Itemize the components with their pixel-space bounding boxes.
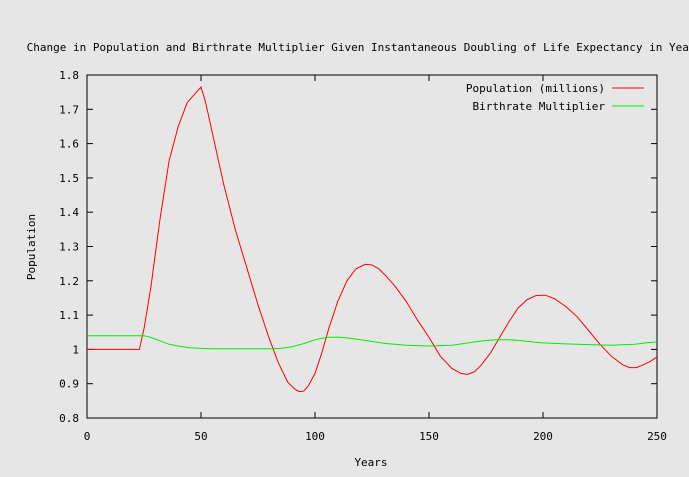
- x-tick-label: 250: [647, 430, 667, 443]
- y-axis-label: Population: [25, 214, 38, 280]
- x-tick-label: 150: [419, 430, 439, 443]
- y-tick-label: 1.3: [59, 241, 79, 254]
- y-tick-label: 1.5: [59, 172, 79, 185]
- legend-label-1: Birthrate Multiplier: [473, 100, 606, 113]
- legend: Population (millions) Birthrate Multiplie…: [466, 82, 644, 113]
- x-tick-label: 50: [194, 430, 207, 443]
- y-tick-label: 1.7: [59, 103, 79, 116]
- y-tick-label: 0.9: [59, 378, 79, 391]
- y-tick-label: 1.2: [59, 275, 79, 288]
- x-tick-label: 100: [305, 430, 325, 443]
- y-tick-label: 1.6: [59, 138, 79, 151]
- series-lines: [87, 85, 658, 393]
- x-tick-label: 200: [533, 430, 553, 443]
- series-line-1: [87, 335, 658, 350]
- x-axis-label: Years: [354, 456, 387, 469]
- series-line-0: [87, 85, 658, 393]
- y-tick-label: 0.8: [59, 412, 79, 425]
- y-tick-label: 1.1: [59, 309, 79, 322]
- x-tick-label: 0: [84, 430, 91, 443]
- legend-label-0: Population (millions): [466, 82, 605, 95]
- chart-title: Change in Population and Birthrate Multi…: [27, 41, 689, 54]
- y-tick-label: 1: [72, 343, 79, 356]
- y-tick-label: 1.4: [59, 206, 79, 219]
- y-tick-label: 1.8: [59, 69, 79, 82]
- axis-ticks: 0.8 0.9 1 1.1 1.2 1.3 1.4 1.5 1.6 1.7 1.8 0 50 100 150…: [59, 69, 667, 443]
- plot-frame: [86, 74, 658, 419]
